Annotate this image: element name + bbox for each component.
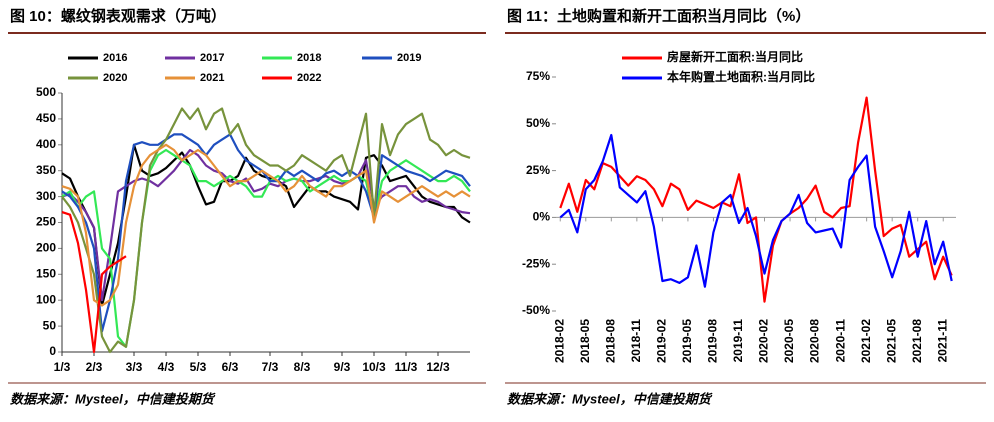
- x-tick-label: 12/3: [426, 360, 450, 374]
- y-tick-label: 0: [49, 344, 56, 358]
- series-line: [61, 143, 471, 307]
- legend-label: 2022: [297, 72, 321, 84]
- series-line: [559, 96, 953, 303]
- legend-label: 2019: [397, 52, 421, 64]
- y-tick-label: 25%: [526, 163, 550, 177]
- source-note: 数据来源：Mysteel，中信建投期货: [507, 391, 713, 406]
- y-tick-label: 500: [36, 85, 56, 99]
- x-tick-label: 7/3: [262, 360, 279, 374]
- legend-label: 2016: [103, 52, 127, 64]
- x-tick-label: 2018-05: [578, 319, 592, 363]
- y-tick-label: 300: [36, 189, 56, 203]
- x-tick-label: 2019-02: [655, 319, 669, 363]
- x-tick-label: 1/3: [54, 360, 71, 374]
- x-tick-label: 2019-08: [706, 319, 720, 363]
- x-tick-label: 10/3: [362, 360, 386, 374]
- y-tick-label: -25%: [522, 256, 550, 270]
- x-tick-label: 2/3: [86, 360, 103, 374]
- y-tick-label: 50%: [526, 116, 550, 130]
- y-tick-label: -50%: [522, 303, 550, 317]
- x-tick-label: 8/3: [294, 360, 311, 374]
- x-tick-label: 5/3: [190, 360, 207, 374]
- legend-label: 2017: [200, 52, 224, 64]
- y-tick-label: 250: [36, 215, 56, 229]
- x-tick-label: 2020-05: [782, 319, 796, 363]
- y-tick-label: 50: [43, 318, 57, 332]
- x-tick-label: 2021-11: [935, 319, 949, 363]
- x-tick-label: 9/3: [334, 360, 351, 374]
- x-tick-label: 3/3: [126, 360, 143, 374]
- legend-label: 2018: [297, 52, 321, 64]
- x-tick-label: 6/3: [222, 360, 239, 374]
- x-tick-label: 2021-08: [910, 319, 924, 363]
- chart-title: 图 10：螺纹钢表观需求（万吨）: [10, 7, 226, 25]
- y-tick-label: 450: [36, 111, 56, 125]
- y-tick-label: 150: [36, 266, 56, 280]
- x-tick-label: 2020-02: [757, 319, 771, 363]
- y-tick-label: 400: [36, 137, 56, 151]
- x-tick-label: 4/3: [158, 360, 175, 374]
- y-tick-label: 100: [36, 292, 56, 306]
- legend-label: 2020: [103, 72, 127, 84]
- legend-label: 本年购置土地面积:当月同比: [667, 69, 815, 84]
- legend-label: 2021: [200, 72, 224, 84]
- series-line: [61, 107, 471, 354]
- y-tick-label: 75%: [526, 69, 550, 83]
- series-line: [61, 143, 471, 307]
- x-tick-label: 2021-02: [859, 319, 873, 363]
- x-tick-label: 2018-08: [603, 319, 617, 363]
- x-tick-label: 2020-08: [808, 319, 822, 363]
- x-tick-label: 11/3: [395, 360, 418, 374]
- source-note: 数据来源：Mysteel，中信建投期货: [10, 391, 216, 406]
- y-tick-label: 350: [36, 163, 56, 177]
- series-line: [61, 211, 127, 354]
- x-tick-label: 2018-11: [629, 319, 643, 363]
- y-tick-label: 0%: [533, 210, 551, 224]
- series-line: [559, 133, 953, 288]
- x-tick-label: 2021-05: [884, 319, 898, 363]
- series-line: [61, 133, 471, 333]
- x-tick-label: 2019-05: [680, 319, 694, 363]
- x-tick-label: 2018-02: [552, 319, 566, 363]
- series-line: [61, 148, 471, 302]
- legend-label: 房屋新开工面积:当月同比: [667, 49, 803, 64]
- chart-title: 图 11：土地购置和新开工面积当月同比（%）: [507, 7, 810, 25]
- x-tick-label: 2020-11: [833, 319, 847, 363]
- x-tick-label: 2019-11: [731, 319, 745, 363]
- y-tick-label: 200: [36, 241, 56, 255]
